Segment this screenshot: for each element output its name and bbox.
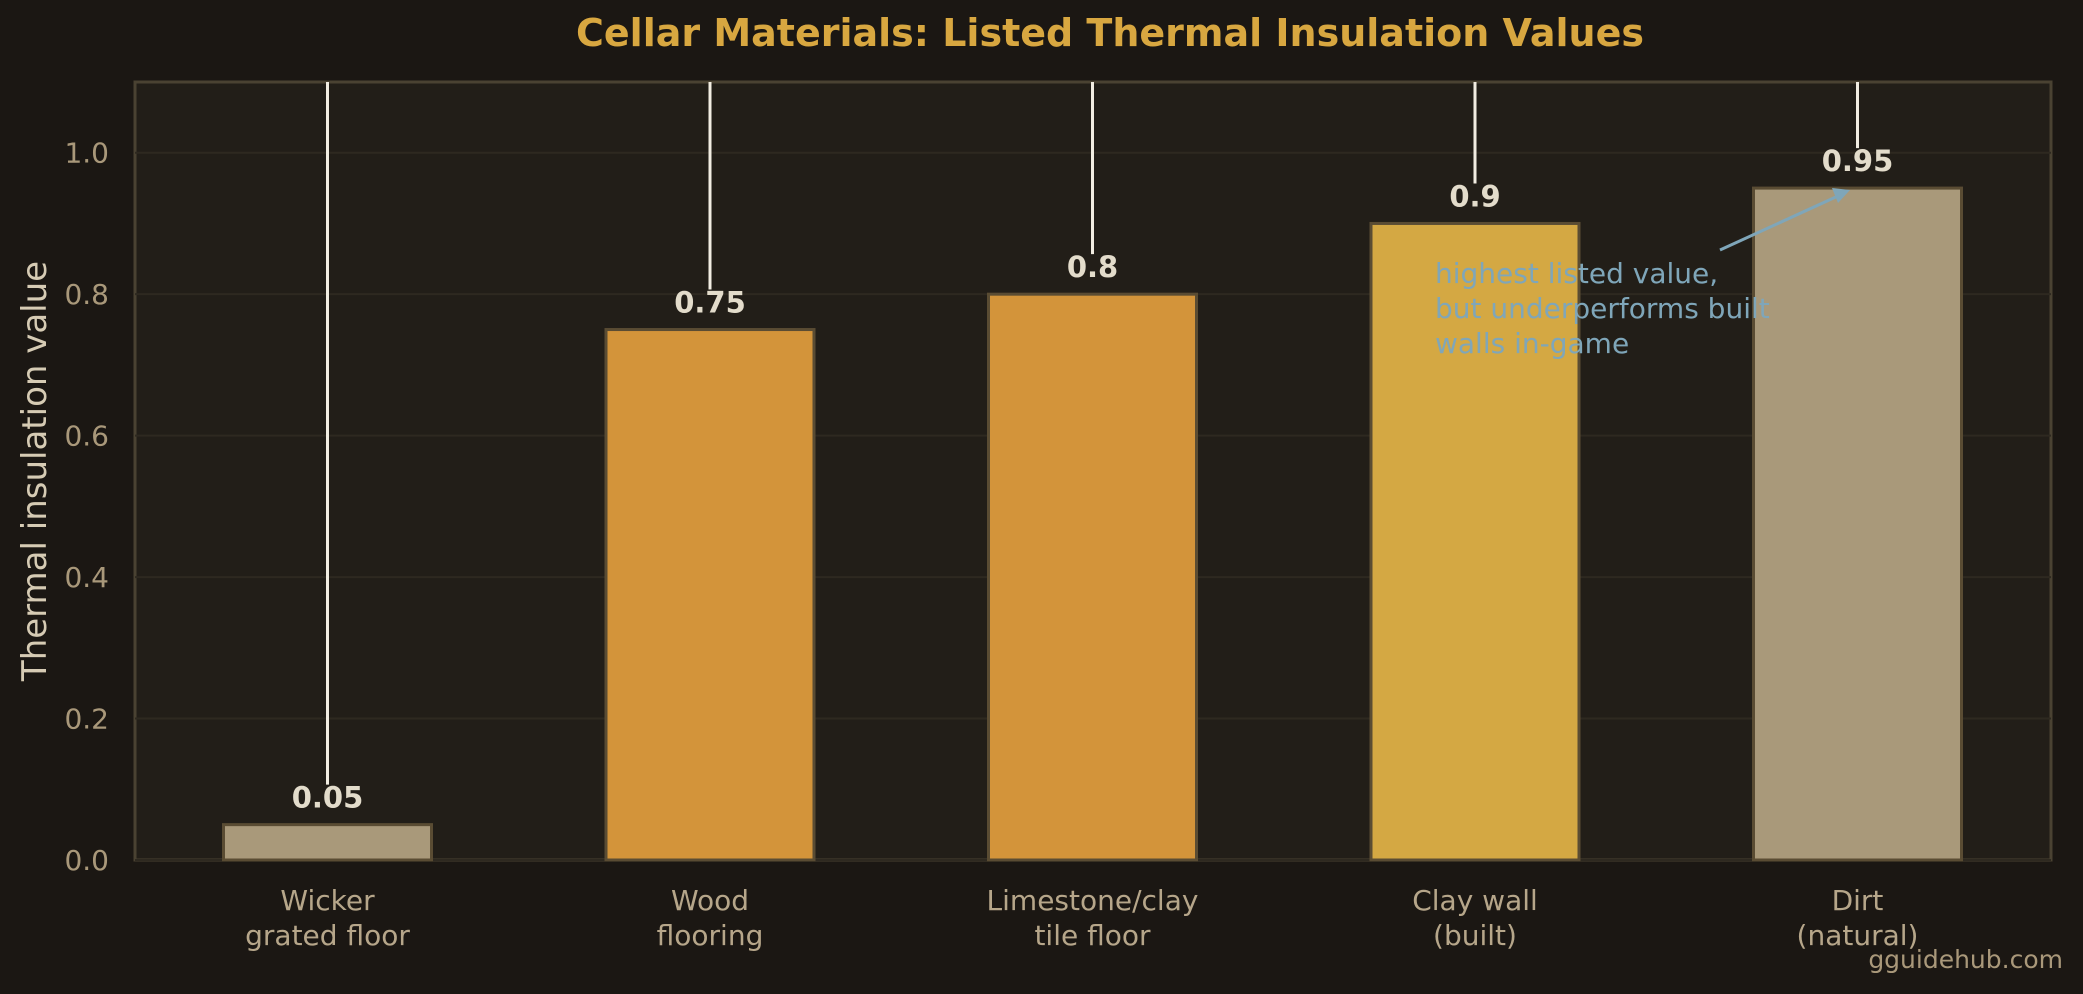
- x-tick-label-line: Wicker: [280, 884, 375, 917]
- value-label: 0.8: [1067, 250, 1118, 284]
- annotation-text: highest listed value, but underperforms …: [1435, 257, 1779, 360]
- y-tick-labels: 0.0 0.2 0.4 0.6 0.8 1.0: [64, 137, 109, 877]
- y-tick-label: 0.6: [64, 420, 109, 453]
- bar: [1752, 186, 1963, 862]
- watermark: gguidehub.com: [1868, 945, 2063, 974]
- x-tick-label: Dirt (natural): [1797, 884, 1919, 952]
- x-tick-label-line: grated floor: [245, 919, 410, 952]
- x-tick-label: Limestone/clay tile floor: [987, 884, 1199, 952]
- annotation-line-2: but underperforms built: [1435, 292, 1770, 325]
- x-tick-label-line: Dirt: [1832, 884, 1884, 917]
- chart-title: Cellar Materials: Listed Thermal Insulat…: [576, 11, 1644, 55]
- bar: [987, 292, 1198, 862]
- y-tick-label: 0.8: [64, 278, 109, 311]
- value-label: 0.9: [1449, 179, 1500, 213]
- annotation-arrow-head: [1832, 188, 1850, 203]
- x-tick-label-line: flooring: [657, 919, 764, 952]
- y-tick-label: 1.0: [64, 137, 109, 170]
- value-label: 0.95: [1822, 144, 1894, 178]
- annotation-line-3: walls in-game: [1435, 327, 1629, 360]
- value-label: 0.05: [292, 781, 364, 815]
- bars: [222, 186, 1963, 862]
- x-tick-label-line: (natural): [1797, 919, 1919, 952]
- bar: [222, 823, 433, 862]
- value-labels: 0.05 0.75 0.8 0.9 0.95: [292, 144, 1894, 815]
- x-tick-label: Wood flooring: [657, 884, 764, 952]
- y-tick-label: 0.2: [64, 703, 109, 736]
- annotation-line-1: highest listed value,: [1435, 257, 1718, 290]
- x-tick-label-line: Wood: [671, 884, 749, 917]
- bar: [604, 328, 816, 862]
- value-label: 0.75: [674, 286, 746, 320]
- x-tick-label-line: (built): [1433, 919, 1517, 952]
- x-tick-label-line: Limestone/clay: [987, 884, 1199, 917]
- x-tick-label-line: tile floor: [1034, 919, 1151, 952]
- value-lines: [326, 82, 1859, 785]
- annotation: highest listed value, but underperforms …: [1435, 188, 1850, 360]
- x-tick-labels: Wicker grated floor Wood flooring Limestone/…: [245, 884, 1918, 952]
- bar: [1369, 221, 1581, 862]
- x-tick-label: Clay wall (built): [1412, 884, 1538, 952]
- annotation-arrow-line: [1719, 194, 1839, 252]
- x-tick-label-line: Clay wall: [1412, 884, 1538, 917]
- y-tick-label: 0.4: [64, 561, 109, 594]
- x-tick-label: Wicker grated floor: [245, 884, 410, 952]
- y-axis-label: Thermal insulation value: [15, 261, 55, 682]
- y-tick-label: 0.0: [64, 844, 109, 877]
